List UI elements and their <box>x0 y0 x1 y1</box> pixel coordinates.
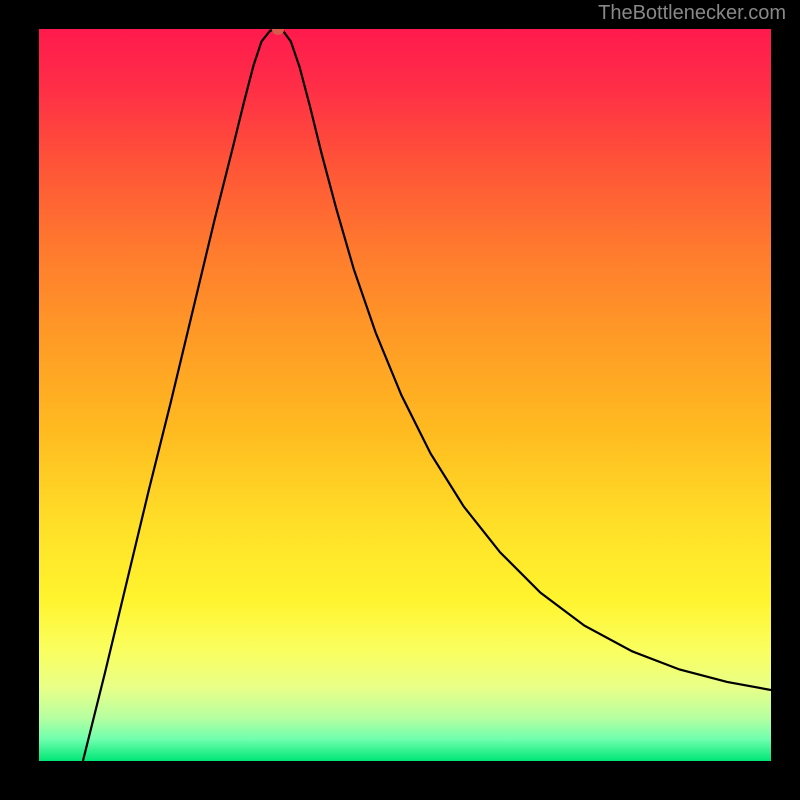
watermark-text: TheBottlenecker.com <box>598 2 786 25</box>
bottleneck-curve <box>39 29 771 761</box>
plot-area <box>39 29 771 761</box>
